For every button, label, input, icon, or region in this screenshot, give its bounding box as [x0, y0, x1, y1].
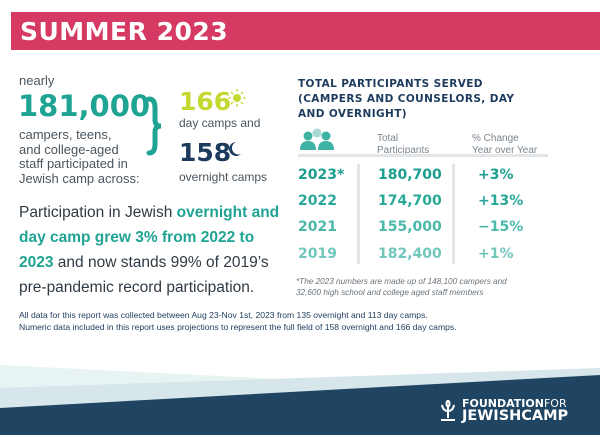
desc-line: and college-aged — [19, 141, 119, 157]
logo: FOUNDATIONFOR JEWISHCAMP — [462, 397, 569, 424]
data-note: All data for this report was collected b… — [19, 310, 457, 332]
para-highlight: overnight and day camp grew 3% from 2022… — [19, 204, 280, 271]
overnight-camp-count: 158 — [179, 138, 232, 167]
para-text: and now stands 99% of 2019’s pre-pandemi… — [19, 254, 269, 296]
header-divider — [298, 154, 548, 157]
desc-line: campers, teens, — [19, 127, 112, 142]
total-participants-number: 181,000 — [18, 89, 151, 123]
table-row: 2021 155,000 −15% — [298, 219, 524, 235]
heading-line: AND OVERNIGHT) — [298, 108, 407, 120]
title-banner: SUMMER 2023 — [11, 12, 600, 50]
table-row: 2022 174,700 +13% — [298, 193, 524, 209]
brace-icon — [146, 96, 162, 156]
day-camp-label: day camps and — [179, 116, 261, 130]
table-row: 2023* 180,700 +3% — [298, 167, 514, 183]
day-camp-count: 166 — [179, 87, 232, 116]
column-header-change: % Change Year over Year — [472, 133, 538, 156]
table-row: 2019 182,400 +1% — [298, 246, 514, 262]
logo-sprout-icon — [441, 400, 455, 421]
column-header-total: Total Participants — [377, 133, 430, 156]
page-title: SUMMER 2023 — [20, 17, 229, 46]
para-text: Participation in Jewish — [19, 204, 177, 221]
column-divider — [452, 164, 455, 264]
column-divider — [357, 164, 360, 264]
nearly-label: nearly — [19, 73, 55, 88]
overnight-camp-label: overnight camps — [179, 170, 268, 184]
growth-paragraph: Participation in Jewish overnight and da… — [19, 200, 284, 300]
heading-line: TOTAL PARTICIPANTS SERVED — [298, 78, 483, 90]
desc-line: Jewish camp across: — [19, 170, 140, 186]
sun-icon — [228, 89, 246, 107]
moon-icon — [229, 142, 241, 156]
heading-line: (CAMPERS AND COUNSELORS, DAY — [298, 93, 515, 105]
people-icon — [300, 128, 334, 150]
table-heading: TOTAL PARTICIPANTS SERVED (CAMPERS AND C… — [298, 77, 514, 122]
participants-description: campers, teens, and college-aged staff p… — [19, 127, 140, 186]
desc-line: staff participated in — [19, 156, 128, 171]
table-footnote: *The 2023 numbers are made up of 148,100… — [296, 277, 507, 297]
